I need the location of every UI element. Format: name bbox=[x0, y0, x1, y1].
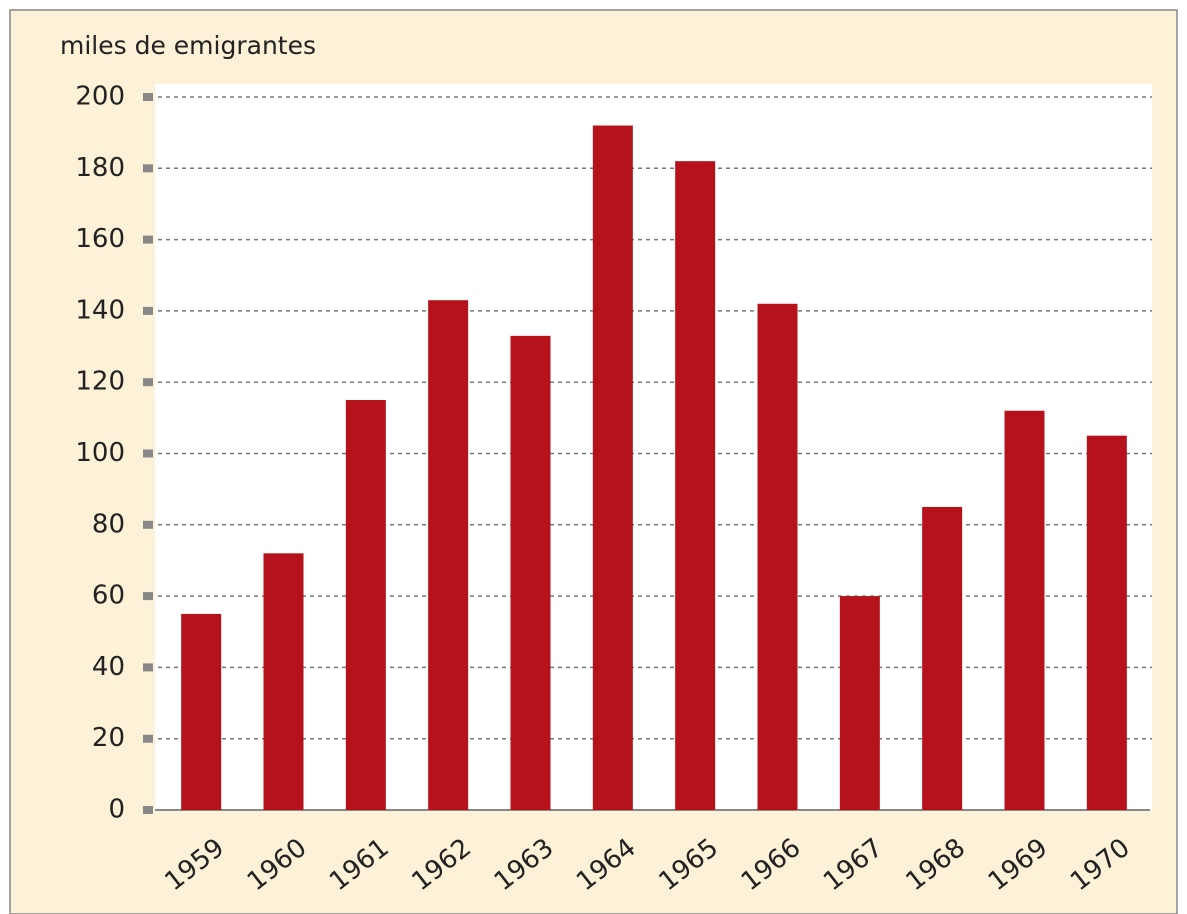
y-tick-label: 180 bbox=[75, 153, 125, 183]
tick-mark bbox=[143, 93, 153, 101]
y-tick-label: 120 bbox=[75, 367, 125, 397]
y-tick-label: 200 bbox=[75, 82, 125, 112]
y-tick-label: 20 bbox=[92, 723, 125, 753]
y-tick-label: 0 bbox=[108, 795, 125, 825]
tick-mark bbox=[143, 592, 153, 601]
tick-mark bbox=[143, 449, 153, 458]
bar bbox=[1086, 435, 1127, 810]
bar bbox=[922, 506, 963, 810]
y-tick-label: 100 bbox=[75, 438, 125, 468]
bar bbox=[181, 613, 222, 810]
tick-mark bbox=[143, 520, 153, 529]
tick-mark bbox=[143, 235, 153, 244]
chart-title: miles de emigrantes bbox=[60, 31, 316, 60]
tick-mark bbox=[143, 164, 153, 173]
tick-mark bbox=[143, 663, 153, 672]
bar bbox=[510, 335, 551, 810]
y-tick-label: 60 bbox=[92, 581, 125, 611]
y-tick-label: 140 bbox=[75, 295, 125, 325]
plot-area bbox=[155, 84, 1152, 810]
bar bbox=[345, 400, 386, 810]
bar bbox=[428, 300, 469, 810]
bar bbox=[757, 303, 798, 810]
bar bbox=[839, 596, 880, 810]
y-tick-label: 40 bbox=[92, 652, 125, 682]
tick-mark bbox=[143, 734, 153, 743]
tick-mark bbox=[143, 806, 153, 814]
bar bbox=[675, 161, 716, 811]
bar bbox=[1004, 410, 1045, 810]
tick-mark bbox=[143, 306, 153, 315]
bar bbox=[592, 125, 633, 810]
y-tick-label: 160 bbox=[75, 224, 125, 254]
tick-mark bbox=[143, 378, 153, 387]
y-tick-label: 80 bbox=[92, 509, 125, 539]
bar bbox=[263, 553, 304, 810]
